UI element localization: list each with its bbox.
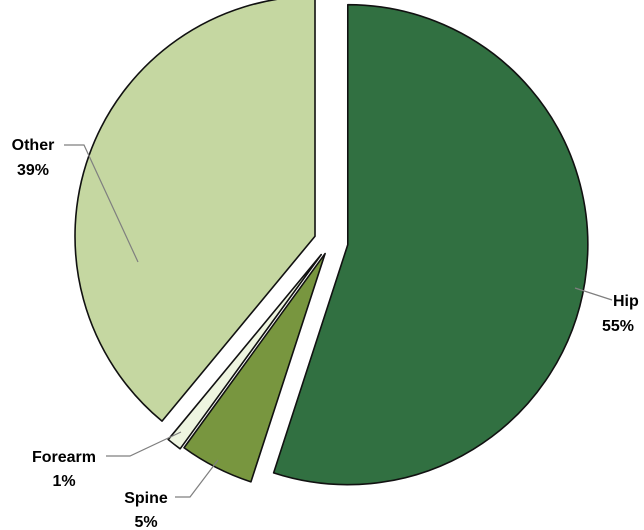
slice-label-hip: Hip xyxy=(613,293,639,310)
leader-line-spine xyxy=(175,459,219,498)
leader-line-hip xyxy=(574,287,613,301)
slice-percent-spine: 5% xyxy=(134,514,157,530)
leader-lines xyxy=(64,144,613,498)
leader-line-forearm xyxy=(106,431,182,457)
slice-labels: Hip 55% Spine 5% Forearm 1% Other 39% xyxy=(12,137,639,530)
pie-slice-spine xyxy=(183,252,326,483)
slice-percent-other: 39% xyxy=(17,162,49,179)
leader-line-other xyxy=(64,144,139,263)
slice-label-forearm: Forearm xyxy=(32,449,96,466)
pie-slices xyxy=(74,0,589,486)
slice-label-other: Other xyxy=(12,137,55,154)
slice-percent-hip: 55% xyxy=(602,318,634,335)
slice-percent-forearm: 1% xyxy=(52,473,75,490)
pie-slice-forearm xyxy=(167,253,322,450)
pie-slice-hip xyxy=(272,3,589,486)
slice-label-spine: Spine xyxy=(124,490,168,507)
